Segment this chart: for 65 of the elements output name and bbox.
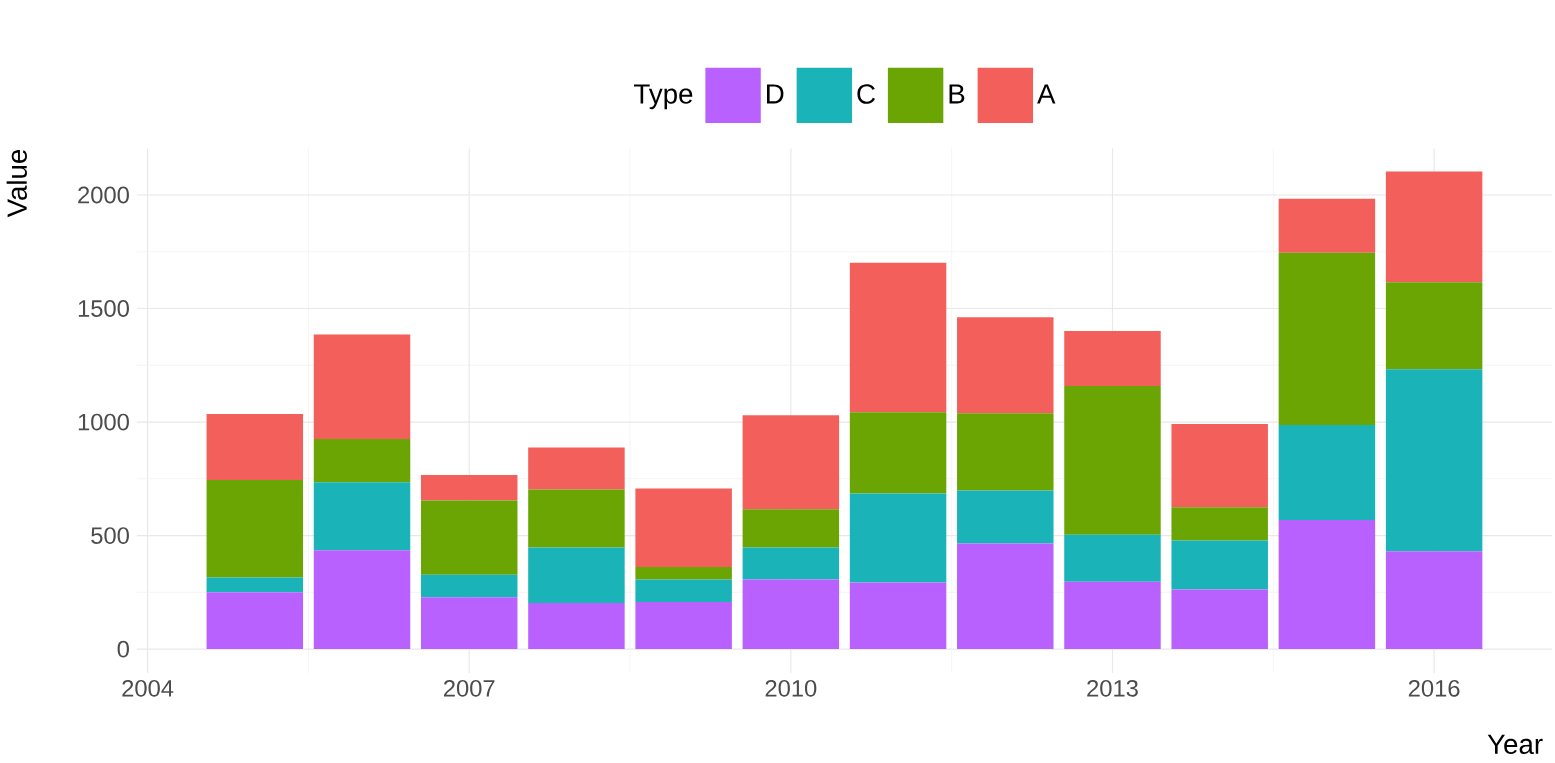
bar (206, 414, 304, 480)
bar (420, 500, 518, 575)
x-tick-label: 2016 (1408, 679, 1460, 697)
legend-title: Type (634, 84, 693, 110)
bar (1385, 551, 1483, 650)
bar (206, 592, 304, 650)
bar (313, 334, 411, 440)
bar (635, 566, 732, 580)
bar (1385, 171, 1483, 283)
bar (849, 412, 947, 494)
x-tick-label: 2007 (443, 679, 495, 697)
bar (528, 489, 625, 548)
legend-label: C (857, 84, 875, 104)
bar (635, 602, 732, 650)
bar (742, 579, 840, 650)
bar (1385, 282, 1483, 370)
bar (849, 493, 947, 583)
bar (1064, 581, 1161, 650)
bar (206, 479, 304, 578)
bar (957, 490, 1054, 544)
bar (1278, 519, 1376, 650)
bar (635, 579, 732, 603)
bar (528, 447, 625, 490)
bar (957, 543, 1054, 650)
bar (1064, 330, 1161, 386)
bar (313, 550, 411, 650)
bar (1064, 534, 1161, 582)
y-axis-title: Value (6, 149, 27, 218)
bar (1171, 589, 1268, 650)
bar (849, 582, 947, 650)
y-tick-label: 500 (91, 527, 129, 544)
bar (1278, 198, 1376, 253)
y-tick-label: 0 (117, 640, 129, 658)
bar (957, 413, 1054, 491)
x-tick-label: 2013 (1087, 679, 1138, 697)
bar (849, 262, 947, 413)
y-tick-label: 1000 (78, 413, 129, 431)
bar (313, 482, 411, 551)
legend-label: D (767, 84, 784, 104)
bar (1064, 385, 1161, 535)
legend-label: A (1037, 84, 1056, 104)
bar (742, 509, 840, 548)
bar (957, 317, 1054, 414)
bar (742, 415, 840, 510)
bar (528, 603, 625, 650)
bar (420, 474, 518, 501)
bar (1278, 252, 1376, 425)
bar (742, 547, 840, 580)
y-tick-label: 1500 (78, 300, 129, 317)
bar (1278, 424, 1376, 520)
bar (313, 439, 411, 483)
x-tick-label: 2004 (122, 679, 174, 697)
bar (528, 547, 625, 604)
x-axis-title: Year (1487, 734, 1543, 755)
legend-label: B (949, 84, 965, 104)
bar (206, 577, 304, 593)
bar (1171, 424, 1268, 508)
bar (1171, 507, 1268, 541)
bar (1171, 540, 1268, 590)
bar (420, 597, 518, 650)
x-tick-label: 2010 (765, 679, 817, 697)
bar (420, 574, 518, 598)
y-tick-label: 2000 (78, 186, 129, 204)
bar (635, 488, 732, 567)
bar (1385, 369, 1483, 552)
